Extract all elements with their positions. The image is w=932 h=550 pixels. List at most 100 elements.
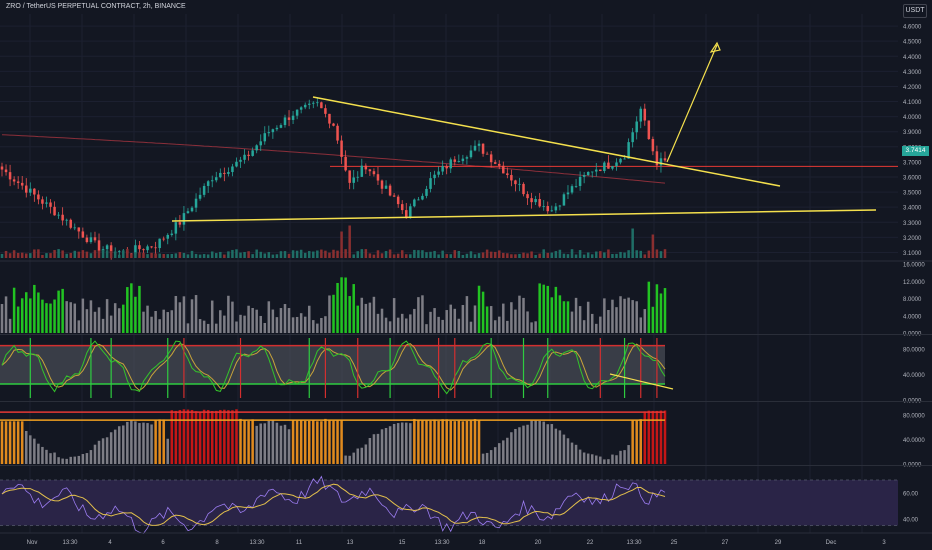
candle-body (312, 102, 315, 104)
pane-separators[interactable] (0, 260, 932, 534)
candle-body (506, 173, 509, 176)
oscillator-bar (405, 422, 408, 464)
volume-bar (109, 250, 113, 258)
volume-bar (534, 254, 537, 258)
oscillator-bar (251, 419, 254, 464)
volume-bar (97, 250, 101, 258)
volume-bar (77, 251, 81, 258)
momentum-bar (223, 315, 226, 333)
volume-bar (219, 251, 222, 258)
momentum-bar (469, 321, 473, 333)
momentum-bar (324, 316, 327, 333)
oscillator-bar (154, 420, 157, 464)
price-candle (611, 166, 614, 171)
rsi-pane[interactable] (0, 475, 898, 534)
price-candle (522, 182, 525, 197)
oscillator-bar (170, 410, 174, 464)
momentum-bar (425, 324, 428, 333)
oscillator-bar (299, 420, 303, 464)
oscillator-bar (210, 411, 214, 464)
volume-bar (162, 254, 165, 258)
oscillator-bar (619, 450, 622, 464)
price-candle (469, 145, 473, 159)
price-pane[interactable] (0, 41, 898, 260)
momentum-bar (659, 293, 663, 333)
momentum-bar (522, 297, 525, 333)
momentum-bar (219, 310, 222, 333)
oscillator-bar (0, 421, 4, 464)
price-candle (299, 106, 303, 114)
volume-bar (368, 253, 372, 258)
stochastic-pane[interactable] (0, 338, 674, 398)
oscillator-bar (109, 432, 113, 464)
candle-body (457, 161, 461, 162)
oscillator-bar (453, 421, 457, 464)
oscillator-bar (469, 420, 473, 464)
oscillator-bar (174, 410, 178, 464)
volume-bar (291, 250, 295, 258)
momentum-bar (287, 308, 291, 333)
volume-bar (554, 251, 558, 258)
volume-bar (627, 250, 630, 258)
candle-body (623, 158, 626, 160)
volume-bar (243, 251, 246, 258)
oscillator-bar (651, 410, 655, 464)
price-candle (29, 182, 32, 196)
volume-bar (497, 250, 501, 258)
candle-body (392, 195, 396, 197)
oscillator-bar (380, 429, 384, 464)
oscillator-bar (372, 434, 376, 464)
momentum-bar (263, 322, 267, 333)
oscillator-bar (4, 421, 8, 464)
oscillator-pane[interactable] (0, 409, 667, 464)
currency-badge[interactable]: USDT (903, 4, 927, 18)
momentum-bar (170, 310, 174, 333)
momentum-bar (307, 305, 311, 333)
price-tick-label: 3.1000 (903, 251, 922, 257)
volume-bar (210, 251, 214, 258)
price-tick-label: 4.2000 (903, 85, 922, 91)
oscillator-bar (449, 420, 452, 464)
price-tick-label: 4.1000 (903, 100, 922, 106)
volume-bar (405, 254, 408, 258)
momentum-bar (49, 303, 52, 333)
price-tick-label: 3.7000 (903, 160, 922, 166)
price-candle (570, 184, 574, 195)
candle-body (332, 123, 335, 126)
price-candle (190, 206, 194, 213)
momentum-bar (506, 320, 509, 333)
price-candle (117, 250, 121, 256)
candle-body (170, 233, 174, 235)
candle-body (546, 206, 550, 212)
volume-bar (283, 251, 287, 258)
oscillator-bar (105, 437, 109, 464)
price-candle (166, 233, 170, 245)
price-candle (417, 197, 420, 201)
oscillator-bar (360, 447, 364, 464)
price-candle (170, 229, 174, 237)
oscillator-bar (396, 423, 400, 464)
volume-bar (574, 254, 578, 258)
price-candle (651, 136, 655, 156)
volume-momentum-pane[interactable] (0, 277, 667, 333)
momentum-bar (16, 306, 20, 333)
candle-body (485, 153, 489, 155)
price-tick-label: 4.3000 (903, 70, 922, 76)
volume-bar (340, 231, 343, 258)
candle-body (283, 117, 287, 126)
volume-tick-label: 4.0000 (903, 314, 922, 320)
momentum-bar (235, 321, 238, 333)
price-tick-label: 3.3000 (903, 221, 922, 227)
price-candle (332, 122, 335, 127)
oscillator-bar (69, 456, 72, 464)
oscillator-bar (312, 420, 315, 464)
oscillator-bar (615, 455, 618, 464)
volume-bar (623, 252, 626, 258)
momentum-bar (105, 299, 109, 333)
price-candle (41, 196, 44, 210)
volume-bar (356, 251, 360, 258)
candle-body (259, 141, 262, 146)
volume-bar (303, 252, 307, 258)
price-candle (554, 203, 558, 214)
